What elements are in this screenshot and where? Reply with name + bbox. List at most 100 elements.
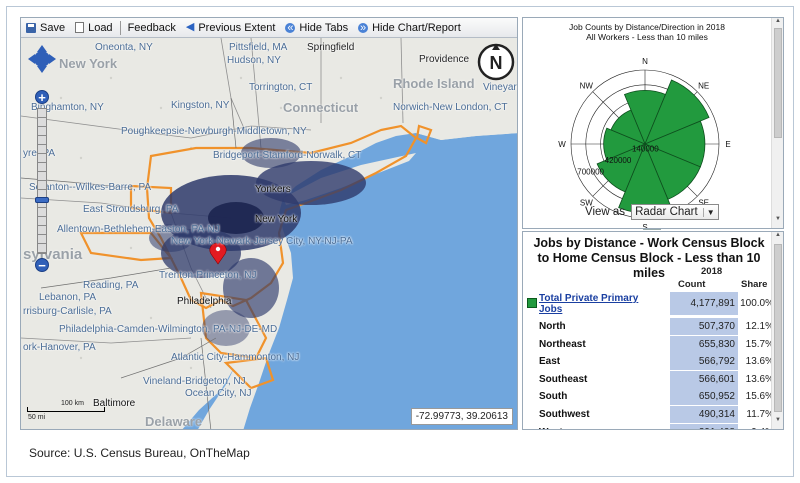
load-button[interactable]: Load	[70, 18, 117, 38]
label-poughkeepsie: Poughkeepsie-Newburgh-Middletown, NY	[121, 126, 307, 137]
radar-ring-label: 420000	[605, 156, 632, 165]
label-phila-metro: Philadelphia-Camden-Wilmington, PA-NJ-DE…	[59, 324, 278, 335]
hide-chart-button[interactable]: » Hide Chart/Report	[353, 18, 466, 38]
row-count: 391,408	[670, 423, 738, 429]
scroll-up-icon[interactable]: ▲	[775, 232, 781, 238]
label-kingston: Kingston, NY	[171, 100, 230, 111]
label-allentown: Allentown-Bethlehem-Easton, PA-NJ	[57, 224, 220, 235]
label-providence: Providence	[419, 54, 470, 65]
radar-direction-label: E	[725, 140, 730, 149]
zoom-track[interactable]	[35, 108, 49, 254]
compass-letter: N	[490, 53, 503, 73]
feedback-label: Feedback	[127, 21, 176, 34]
radar-wedge-ne	[644, 79, 710, 145]
scroll-down-icon[interactable]: ▼	[775, 216, 781, 222]
chart-type-value: Radar Chart	[635, 206, 698, 218]
label-philadelphia: Philadelphia	[177, 296, 232, 307]
map-scale-bar: 100 km 50 mi	[25, 400, 107, 423]
radar-ring-label: 700000	[577, 167, 604, 176]
row-share: 12.1%	[745, 321, 774, 332]
view-as-control: View as Radar Chart ▼	[585, 204, 719, 220]
save-icon	[26, 22, 36, 33]
row-count: 566,792	[670, 353, 738, 371]
label-harrisburg: rrisburg-Carlisle, PA	[23, 306, 112, 317]
label-hudson: Hudson, NY	[227, 55, 281, 66]
radar-title-line2: All Workers - Less than 10 miles	[586, 32, 708, 42]
table-row: South 650,952 15.6%	[523, 388, 774, 406]
row-count: 507,370	[670, 318, 738, 335]
row-count: 655,830	[670, 335, 738, 353]
label-atlantic-city: Atlantic City-Hammonton, NJ	[171, 352, 300, 363]
row-share: 15.6%	[745, 391, 774, 403]
label-connecticut: Connecticut	[283, 100, 359, 115]
radar-direction-label: N	[642, 57, 648, 66]
label-oneonta: Oneonta, NY	[95, 42, 153, 53]
north-arrow-icon: N	[477, 43, 515, 81]
save-button[interactable]: Save	[21, 18, 70, 38]
scroll-thumb[interactable]	[774, 244, 782, 412]
total-count: 4,177,891	[670, 292, 738, 315]
label-york: ork-Hanover, PA	[23, 342, 96, 353]
table-scrollbar[interactable]: ▲ ▼	[771, 232, 783, 429]
share-column-header: Share	[741, 279, 768, 290]
map-canvas[interactable]	[21, 38, 518, 430]
radar-direction-label: SE	[698, 199, 709, 208]
label-reading: Reading, PA	[83, 280, 139, 291]
label-ocean-city: Ocean City, NJ	[185, 388, 252, 399]
row-count: 650,952	[670, 388, 738, 406]
pan-control[interactable]	[28, 44, 56, 74]
zoom-out-button[interactable]: −	[35, 258, 49, 272]
radar-wedge-w	[603, 127, 647, 161]
row-label: West	[539, 427, 563, 429]
previous-extent-button[interactable]: ◀ Previous Extent	[181, 18, 281, 38]
chart-type-select[interactable]: Radar Chart ▼	[631, 204, 719, 220]
table-row: West 391,4089.4%	[523, 423, 774, 429]
pan-right-icon	[49, 54, 56, 64]
document-icon	[75, 22, 85, 33]
previous-extent-label: Previous Extent	[198, 21, 276, 34]
scroll-up-icon[interactable]: ▲	[775, 18, 781, 24]
scale-line	[27, 407, 105, 412]
label-vineland: Vineland-Bridgeton, NJ	[143, 376, 246, 387]
row-share: 13.6%	[745, 356, 774, 368]
table-row: Northeast 655,830 15.7%	[523, 335, 774, 354]
label-vineyard: Vineyard	[483, 82, 517, 93]
zoom-slider[interactable]: + −	[35, 90, 49, 274]
zoom-thumb[interactable]	[35, 197, 49, 203]
collapse-left-icon: «	[285, 21, 296, 34]
toolbar-divider	[119, 20, 121, 35]
radar-direction-label: S	[642, 223, 647, 229]
radar-chart-panel: NNEESESSWWNW140000420000700000c Job Coun…	[522, 17, 784, 229]
jobs-table-panel: Jobs by Distance - Work Census Block to …	[522, 231, 784, 430]
scroll-thumb[interactable]	[774, 28, 782, 138]
label-delaware: Delaware	[145, 414, 203, 429]
row-count: 490,314	[670, 406, 738, 423]
row-label: North	[539, 321, 566, 332]
radar-direction-label: NW	[580, 81, 594, 90]
pan-up-icon	[37, 45, 47, 52]
table-row-total: Total Private Primary Jobs 4,177,891 100…	[523, 292, 774, 316]
legend-swatch	[527, 298, 537, 308]
label-new-york-city: New York	[255, 214, 298, 225]
radar-scrollbar[interactable]: ▲ ▼	[771, 18, 783, 228]
coordinate-readout: -72.99773, 39.20613	[410, 408, 513, 425]
feedback-button[interactable]: Feedback	[123, 18, 181, 38]
table-year: 2018	[701, 266, 723, 277]
total-share: 100.0%	[740, 298, 774, 309]
row-label: Southeast	[539, 373, 588, 385]
map-marker-icon[interactable]	[209, 242, 227, 265]
label-binghamton: Binghamton, NY	[31, 102, 104, 113]
table-row: Southeast 566,601 13.6%	[523, 370, 774, 389]
total-jobs-link[interactable]: Total Private Primary Jobs	[539, 293, 639, 315]
row-label: East	[539, 356, 561, 368]
zoom-in-button[interactable]: +	[35, 90, 49, 104]
view-as-label: View as	[585, 206, 626, 218]
map-panel[interactable]: Save Load Feedback ◀ Previous Extent « H…	[20, 17, 518, 430]
table-row: East 566,792 13.6%	[523, 353, 774, 371]
scroll-down-icon[interactable]: ▼	[775, 417, 781, 423]
label-norwich: Norwich-New London, CT	[393, 102, 508, 113]
radar-direction-label: W	[558, 140, 566, 149]
label-yonkers: Yonkers	[255, 184, 291, 195]
label-torrington: Torrington, CT	[249, 82, 313, 93]
hide-tabs-button[interactable]: « Hide Tabs	[280, 18, 353, 38]
